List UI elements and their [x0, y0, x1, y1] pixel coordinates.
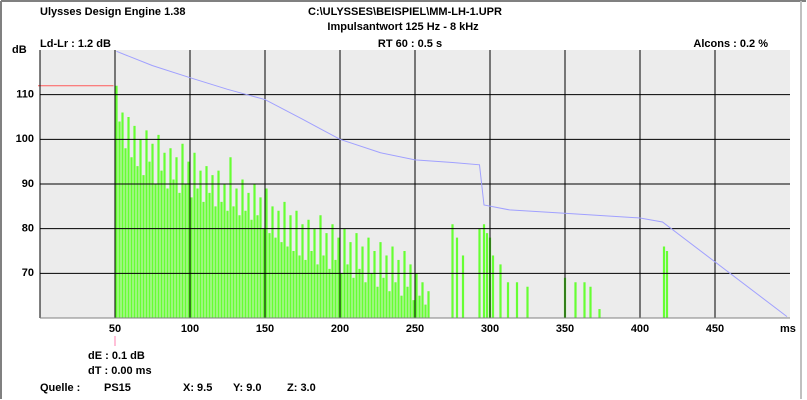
stat: Alcons : 0.2 % [693, 38, 768, 50]
x-tick-label: 100 [181, 323, 199, 335]
y-tick-label: 90 [22, 178, 34, 190]
x-tick-label: 300 [481, 323, 499, 335]
coord: X: 9.5 [183, 382, 212, 394]
source: PS15 [104, 382, 131, 394]
stat: Ld-Lr : 1.2 dB [40, 38, 111, 50]
x-tick-label: 150 [256, 323, 274, 335]
y-tick-label: 70 [22, 267, 34, 279]
y-tick-label: 110 [16, 89, 34, 101]
x-axis-label: ms [780, 323, 796, 335]
x-tick-label: 200 [331, 323, 349, 335]
chart-title: Impulsantwort [327, 21, 403, 33]
coord: Z: 3.0 [287, 382, 316, 394]
x-tick-label: 50 [109, 323, 121, 335]
band: 125 Hz - 8 kHz [405, 21, 479, 33]
coord: Y: 9.0 [233, 382, 262, 394]
app-title: Ulysses Design Engine 1.38 [40, 6, 186, 18]
cursor-info: dT : 0.00 ms [88, 365, 152, 377]
source-label: Quelle : [40, 382, 80, 394]
file-path: C:\ULYSSES\BEISPIEL\MM-LH-1.UPR [308, 6, 502, 18]
x-tick-label: 400 [631, 323, 649, 335]
stat: RT 60 : 0.5 s [378, 38, 442, 50]
decay-curve [116, 50, 788, 318]
y-tick-label: 80 [22, 223, 34, 235]
y-tick-label: 100 [16, 133, 34, 145]
cursor-info: dE : 0.1 dB [88, 350, 145, 362]
x-tick-label: 350 [556, 323, 574, 335]
y-axis-label: dB [12, 44, 27, 56]
x-tick-label: 450 [706, 323, 724, 335]
x-tick-label: 250 [406, 323, 424, 335]
plot: 50 100 150 200 250 300 350 400 450 70 80 90 100 110 [16, 50, 790, 346]
